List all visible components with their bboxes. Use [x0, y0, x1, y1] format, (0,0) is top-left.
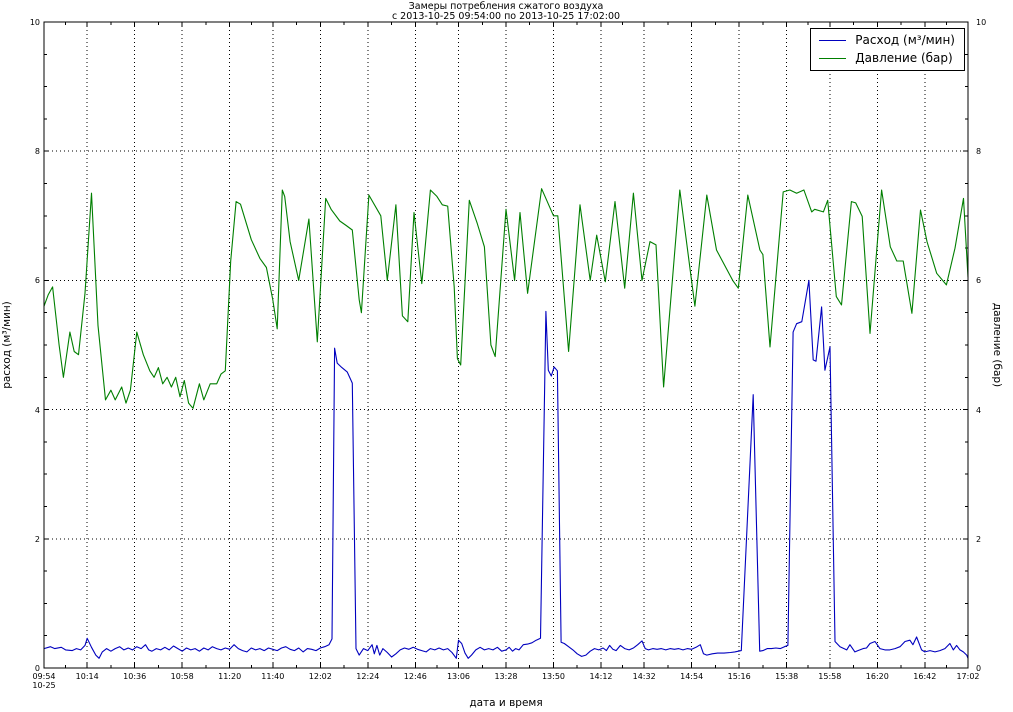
x-tick-label: 15:16 — [727, 672, 751, 681]
x-tick-label: 12:46 — [403, 672, 427, 681]
y-tick-label-right: 6 — [976, 276, 982, 286]
x-tick-sublabel: 10-25 — [32, 681, 56, 690]
y-axis-label-right: давление (бар) — [991, 302, 1003, 388]
legend-item-pressure: Давление (бар) — [819, 52, 955, 65]
y-tick-label-left: 0 — [34, 664, 40, 673]
data-series — [43, 188, 969, 659]
flow-line-swatch — [819, 40, 847, 41]
y-tick-label-right: 4 — [976, 405, 982, 415]
x-tick-label: 11:40 — [261, 672, 285, 681]
tick-marks — [43, 21, 969, 669]
y-tick-label-right: 2 — [976, 534, 982, 544]
chart-title-line1: Замеры потребления сжатого воздуха — [408, 1, 604, 12]
pressure-line-swatch — [819, 58, 847, 59]
x-tick-label: 10:58 — [170, 672, 194, 681]
x-tick-label: 15:38 — [775, 672, 799, 681]
y-tick-label-left: 10 — [29, 18, 40, 27]
x-tick-label: 14:12 — [589, 672, 613, 681]
legend-label-flow: Расход (м³/мин) — [855, 33, 955, 47]
x-tick-label: 15:58 — [818, 672, 842, 681]
legend-item-flow: Расход (м³/мин) — [819, 34, 955, 47]
x-axis-label: дата и время — [469, 697, 543, 709]
y-tick-label-right: 10 — [976, 18, 987, 27]
y-tick-label-right: 8 — [976, 147, 982, 157]
x-tick-label: 16:20 — [865, 672, 889, 681]
y-tick-label-left: 4 — [34, 405, 40, 415]
x-tick-label: 14:32 — [632, 672, 656, 681]
y-tick-label-left: 8 — [34, 147, 40, 157]
gridlines — [44, 22, 968, 668]
x-tick-label: 13:50 — [541, 672, 566, 681]
y-tick-label-left: 6 — [34, 276, 40, 286]
x-tick-label: 13:06 — [446, 672, 471, 681]
y-tick-label-right: 0 — [976, 664, 982, 673]
legend-label-pressure: Давление (бар) — [855, 51, 953, 65]
y-axis-label-left: расход (м³/мин) — [1, 301, 13, 389]
series-line-pressure — [43, 188, 969, 409]
chart-title-line2: с 2013-10-25 09:54:00 по 2013-10-25 17:0… — [391, 11, 621, 22]
x-tick-label: 12:24 — [356, 672, 380, 681]
x-tick-label: 11:20 — [218, 672, 242, 681]
legend: Расход (м³/мин) Давление (бар) — [810, 28, 965, 71]
x-tick-label: 09:54 — [32, 672, 56, 681]
x-tick-label: 16:42 — [913, 672, 937, 681]
axes-frame — [43, 21, 969, 669]
x-tick-label: 12:02 — [308, 672, 332, 681]
x-tick-label: 10:36 — [123, 672, 147, 681]
x-tick-label: 14:54 — [680, 672, 704, 681]
series-line-flow — [43, 279, 969, 659]
x-tick-label: 13:28 — [494, 672, 518, 681]
x-tick-label: 17:02 — [956, 672, 980, 681]
x-tick-label: 10:14 — [75, 672, 99, 681]
y-tick-label-left: 2 — [34, 534, 40, 544]
